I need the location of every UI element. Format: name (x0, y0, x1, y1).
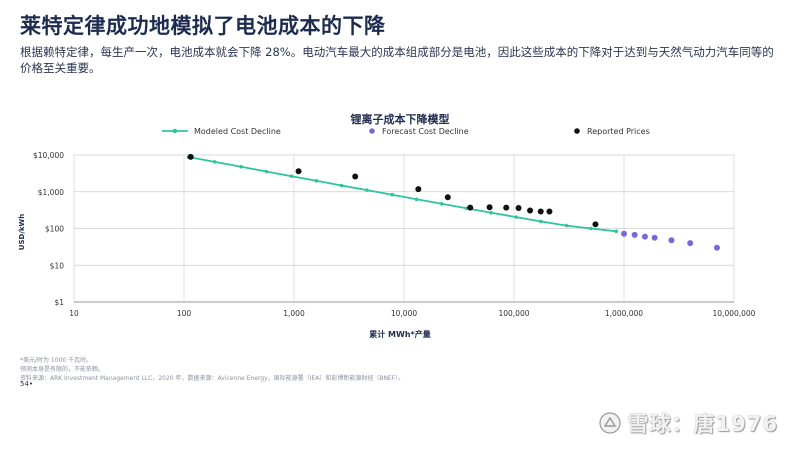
watermark: 雪球：唐1976 (598, 408, 778, 438)
forecast-point (687, 240, 694, 247)
modeled-point (614, 229, 619, 234)
modeled-point (365, 188, 369, 192)
x-tick-label: 1,000 (283, 309, 305, 318)
footnote-1: *美元/时为 1000 千瓦时。 (20, 357, 93, 364)
modeled-point (538, 219, 543, 224)
reported-point (527, 207, 534, 214)
legend-marker (172, 128, 178, 134)
watermark-text: 雪球：唐1976 (627, 412, 778, 436)
chart-grid (73, 154, 735, 303)
x-tick-label: 1,000,000 (605, 309, 643, 318)
reported-point (515, 205, 522, 212)
modeled-point (212, 160, 217, 164)
x-axis-label: 累计 MWh*产量 (369, 329, 430, 339)
y-tick-label: $1 (54, 298, 64, 307)
chart-title: 锂离子成本下降模型 (350, 113, 450, 126)
reported-point (546, 208, 553, 215)
modeled-point (514, 215, 519, 219)
footnote-3: 资料来源：ARK Investment Management LLC，2020 … (20, 375, 405, 382)
series-modeled-cost-decline (186, 155, 619, 234)
reported-point (187, 153, 194, 160)
modeled-point (264, 169, 269, 174)
legend-label: Modeled Cost Decline (194, 127, 281, 136)
forecast-point (621, 230, 627, 237)
modeled-point (390, 192, 394, 197)
x-tick-label: 100,000 (498, 309, 529, 318)
x-tick-label: 100 (177, 309, 192, 318)
modeled-point (589, 226, 593, 231)
x-tick-label: 10,000 (391, 309, 417, 318)
legend-item-1: Modeled Cost Decline (162, 127, 281, 136)
y-axis-label: USD/kWh (18, 214, 26, 250)
modeled-point (564, 223, 569, 228)
reported-point (444, 194, 451, 201)
modeled-point (314, 179, 319, 183)
page-title: 莱特定律成功地模拟了电池成本的下降 (20, 14, 386, 38)
legend-marker (369, 128, 375, 134)
legend-item-3: Reported Prices (574, 127, 650, 136)
reported-point (415, 186, 422, 193)
reported-point (592, 221, 599, 228)
reported-point (295, 168, 302, 175)
footnote-2: 预测本身是有限的，不能依赖。 (20, 366, 105, 373)
legend-item-2: Forecast Cost Decline (369, 127, 469, 136)
forecast-point (641, 233, 648, 240)
x-tick-label: 10 (69, 309, 79, 318)
chart-series (186, 153, 720, 251)
chart-legend: Modeled Cost Decline Forecast Cost Declin… (162, 127, 650, 136)
x-tick-label: 10,000,000 (713, 309, 756, 318)
forecast-point (668, 237, 675, 244)
y-tick-label: $10 (50, 261, 65, 270)
modeled-cost-line (188, 156, 617, 233)
modeled-point (289, 174, 294, 178)
forecast-point (651, 234, 658, 241)
page-subtitle: 根据赖特定律，每生产一次，电池成本就会下降 28%。电动汽车最大的成本组成部分是… (20, 45, 774, 75)
y-tick-label: $100 (45, 225, 64, 234)
page-number: 54• (20, 380, 34, 388)
reported-point (352, 173, 359, 180)
x-axis-ticks: 10 100 1,000 10,000 100,000 1,000,000 10,000,0… (69, 309, 755, 318)
modeled-point (339, 183, 344, 188)
modeled-point (439, 202, 444, 206)
y-axis-ticks: $1 $10 $100 $1,000 $10,000 (33, 151, 64, 307)
reported-point (537, 208, 544, 215)
modeled-point (239, 164, 243, 169)
legend-label: Reported Prices (587, 127, 650, 136)
series-forecast-cost-decline (621, 230, 720, 251)
forecast-point (631, 231, 638, 238)
modeled-point (414, 197, 419, 202)
legend-marker (574, 128, 580, 134)
legend-label: Forecast Cost Decline (382, 127, 469, 136)
xueqiu-logo-icon (598, 412, 621, 434)
forecast-point (713, 244, 720, 251)
y-tick-label: $1,000 (38, 188, 64, 197)
y-tick-label: $10,000 (33, 151, 64, 160)
modeled-point (489, 210, 493, 215)
series-reported-prices (187, 153, 599, 228)
reported-point (503, 204, 510, 211)
reported-point (486, 204, 493, 211)
reported-point (467, 204, 474, 211)
footnotes: *美元/时为 1000 千瓦时。 预测本身是有限的，不能依赖。 资料来源：ARK… (20, 356, 404, 383)
